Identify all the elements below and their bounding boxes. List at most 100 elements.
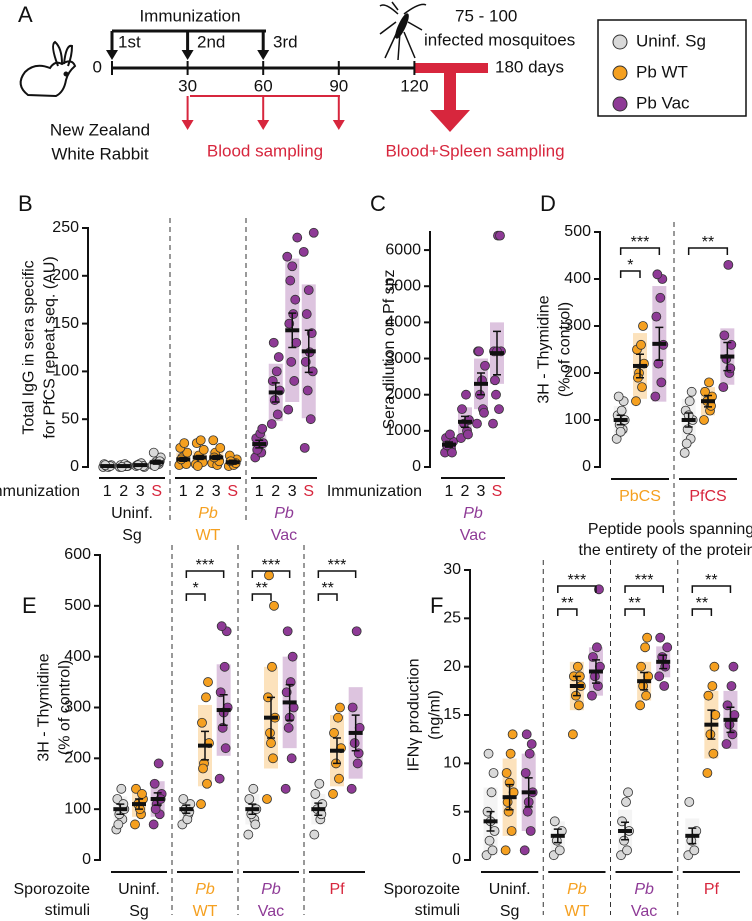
data-point: [488, 768, 499, 778]
group-label: Sg: [122, 527, 142, 544]
data-point: [308, 227, 319, 238]
data-point: [307, 366, 318, 377]
data-point: [641, 690, 652, 701]
data-point: [287, 651, 298, 662]
data-point: [491, 389, 501, 400]
mosquito-icon: [379, 1, 427, 61]
data-point: [483, 748, 494, 759]
data-point: [351, 626, 362, 637]
x-tick-label: 1: [255, 483, 264, 500]
data-point: [709, 661, 720, 672]
data-point: [447, 447, 457, 458]
data-point: [285, 275, 296, 286]
data-point: [292, 232, 303, 243]
dose-label: 2nd: [197, 32, 225, 51]
group-label: Pb: [634, 881, 654, 898]
data-point: [506, 826, 517, 836]
data-point: [728, 661, 739, 672]
sig-bracket: [251, 593, 272, 601]
data-point: [708, 748, 719, 759]
data-point: [723, 259, 734, 270]
sig-bracket: [185, 570, 225, 578]
data-point: [216, 621, 227, 632]
data-point: [457, 404, 467, 415]
sig-label: **: [255, 580, 267, 597]
data-point: [572, 661, 583, 672]
data-point: [283, 404, 294, 415]
data-point: [704, 377, 714, 388]
mosquito-label: 75 - 100: [455, 6, 517, 25]
timeline-tick-label: 60: [254, 76, 273, 95]
y-tick-label: 200: [64, 750, 91, 767]
group-label: Pb: [463, 505, 483, 522]
group-label: Vac: [631, 903, 657, 920]
sig-label: *: [627, 257, 633, 274]
group-label: Pb: [261, 881, 281, 898]
y-tick-label: 400: [564, 270, 591, 287]
data-point: [310, 789, 321, 799]
x-tick-label: S: [492, 483, 503, 500]
data-point: [352, 758, 363, 769]
data-point: [113, 819, 124, 830]
data-point: [686, 386, 697, 397]
group-label: WT: [196, 527, 221, 544]
y-axis-label: 3H - Thymidine: [536, 295, 553, 403]
group-label: Uninf.: [489, 881, 531, 898]
y-tick-label: 400: [64, 648, 91, 665]
panel-letter: C: [370, 191, 386, 216]
data-point: [505, 748, 516, 759]
data-point: [208, 435, 219, 446]
data-point: [656, 377, 667, 388]
y-tick-label: 30: [443, 561, 461, 578]
data-point: [301, 309, 312, 319]
data-point: [637, 382, 647, 393]
y-tick-label: 600: [64, 546, 91, 563]
timeline-tick-label: 90: [329, 76, 348, 95]
y-tick-label: 100: [564, 411, 591, 428]
final-arrow: [430, 73, 470, 132]
legend-label: Uninf. Sg: [636, 31, 706, 50]
sig-label: ***: [631, 234, 650, 251]
data-point: [257, 423, 268, 434]
y-tick-label: 300: [64, 699, 91, 716]
group-label: Vac: [460, 527, 486, 544]
sig-bracket: [624, 585, 664, 593]
y-tick-label: 250: [52, 219, 79, 236]
dose-arrow-head: [181, 50, 194, 60]
group-label: Vac: [271, 527, 297, 544]
data-point: [266, 419, 277, 429]
data-point: [651, 311, 662, 322]
sig-label: ***: [328, 557, 347, 574]
data-point: [298, 246, 309, 257]
data-point: [622, 845, 632, 856]
data-point: [309, 829, 320, 840]
data-point: [573, 700, 584, 711]
y-tick-label: 2000: [385, 386, 421, 403]
sampling-arrow-head: [332, 120, 345, 130]
data-point: [721, 739, 732, 749]
data-point: [198, 444, 209, 455]
data-point: [214, 773, 225, 784]
data-point: [262, 794, 272, 804]
group-label: Vac: [258, 903, 284, 920]
y-tick-label: 0: [582, 458, 591, 475]
legend-marker: [612, 34, 628, 50]
data-point: [282, 251, 293, 262]
data-point: [130, 819, 140, 830]
data-point: [567, 729, 578, 740]
x-tick-label: 2: [271, 483, 280, 500]
data-point: [699, 415, 709, 425]
data-point: [494, 404, 504, 415]
data-point: [268, 753, 278, 764]
data-point: [662, 642, 673, 653]
data-point: [116, 783, 127, 794]
sampling-arrow-head: [181, 120, 194, 130]
y-tick-label: 200: [564, 364, 591, 381]
data-point: [480, 360, 490, 371]
data-point: [153, 758, 164, 769]
y-axis-label: Sera dilution on Pf spz: [381, 269, 398, 429]
data-point: [654, 671, 665, 682]
panel-letter: E: [22, 593, 37, 618]
data-point: [703, 690, 714, 701]
